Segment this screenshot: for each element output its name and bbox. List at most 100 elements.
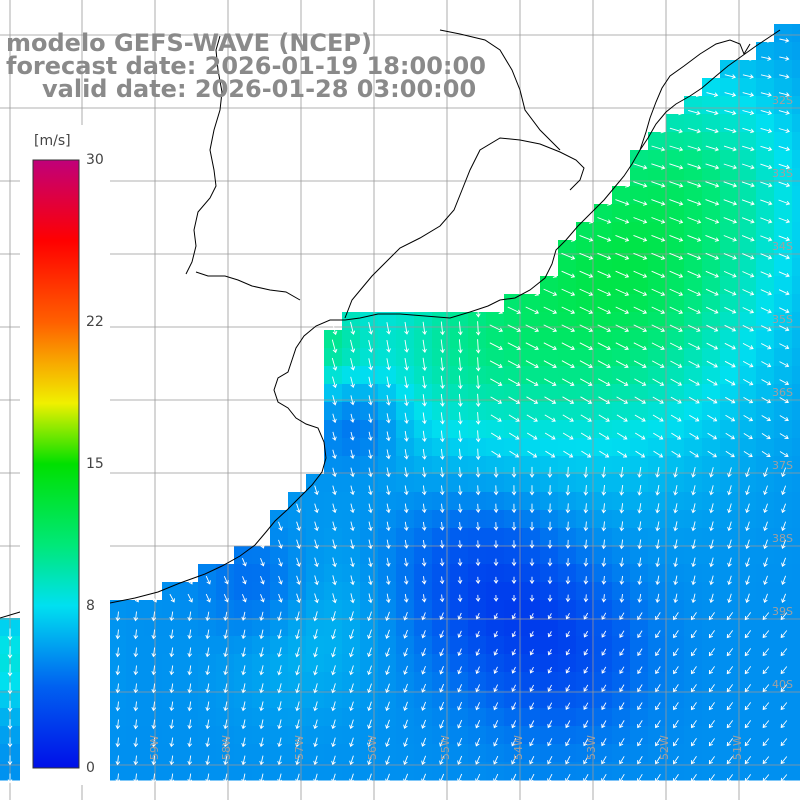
wind-cell	[576, 528, 595, 547]
wind-arrow	[368, 521, 373, 532]
wind-arrow	[511, 773, 517, 783]
wind-cell	[414, 564, 433, 583]
wind-arrow	[637, 503, 643, 514]
wind-arrow	[742, 253, 755, 260]
wind-arrow	[561, 270, 576, 278]
wind-cell	[360, 456, 379, 475]
wind-arrow	[331, 611, 336, 622]
wind-cell	[774, 168, 793, 187]
wind-cell	[324, 600, 343, 619]
wind-cell	[396, 510, 415, 529]
wind-arrow	[314, 575, 319, 586]
wind-arrow	[597, 217, 612, 224]
wind-cell	[792, 636, 800, 655]
wind-arrow	[744, 648, 752, 657]
wind-arrow	[651, 306, 666, 314]
wind-cell	[414, 618, 433, 637]
wind-cell	[774, 528, 793, 547]
wind-arrow	[651, 252, 666, 260]
wind-arrow	[457, 576, 463, 585]
wind-arrow	[601, 630, 607, 638]
wind-cell	[234, 618, 253, 637]
wind-arrow	[780, 630, 788, 639]
wind-cell	[792, 582, 800, 601]
wind-cell	[720, 114, 739, 133]
wind-arrow	[223, 647, 229, 658]
wind-arrow	[599, 450, 610, 458]
wind-cell	[756, 348, 775, 367]
wind-arrow	[778, 163, 791, 170]
wind-arrow	[780, 738, 788, 747]
wind-cell	[558, 510, 577, 529]
wind-cell	[0, 762, 19, 781]
wind-arrow	[439, 485, 445, 496]
wind-arrow	[669, 217, 684, 224]
wind-arrow	[187, 755, 193, 766]
wind-cell	[648, 474, 667, 493]
wind-arrow	[709, 521, 714, 532]
wind-arrow	[562, 396, 575, 404]
wind-arrow	[763, 521, 768, 532]
wind-cell	[684, 618, 703, 637]
wind-cell	[792, 438, 800, 457]
wind-arrow	[331, 629, 336, 640]
wind-cell	[144, 762, 163, 781]
wind-arrow	[350, 339, 356, 353]
wind-cell	[774, 348, 793, 367]
wind-cell	[612, 744, 631, 763]
wind-arrow	[490, 396, 503, 404]
wind-arrow	[507, 378, 521, 386]
wind-cell	[288, 708, 307, 727]
wind-cell	[324, 474, 343, 493]
wind-arrow	[619, 773, 625, 783]
wind-cell	[234, 582, 253, 601]
wind-arrow	[386, 376, 391, 389]
wind-arrow	[511, 466, 517, 478]
wind-arrow	[525, 306, 540, 314]
wind-arrow	[350, 449, 355, 459]
wind-arrow	[115, 683, 121, 694]
wind-arrow	[169, 611, 175, 622]
wind-cell	[126, 672, 145, 691]
wind-arrow	[762, 630, 770, 639]
wind-cell	[324, 690, 343, 709]
wind-arrow	[619, 485, 625, 496]
wind-arrow	[742, 271, 755, 278]
wind-cell	[594, 474, 613, 493]
wind-cell	[432, 474, 451, 493]
wind-cell	[720, 744, 739, 763]
wind-arrow	[583, 684, 589, 692]
valid-date: valid date: 2026-01-28 03:00:00	[42, 75, 477, 103]
wind-cell	[234, 708, 253, 727]
wind-arrow	[709, 467, 714, 478]
wind-cell	[558, 564, 577, 583]
wind-cell	[504, 384, 523, 403]
wind-arrow	[583, 521, 589, 532]
wind-cell	[774, 564, 793, 583]
wind-arrow	[760, 271, 773, 278]
wind-cell	[576, 600, 595, 619]
wind-arrow	[314, 521, 319, 532]
wind-arrow	[439, 503, 445, 514]
wind-arrow	[403, 593, 409, 603]
wind-arrow	[367, 647, 372, 658]
wind-arrow	[598, 432, 610, 440]
wind-cell	[684, 474, 703, 493]
wind-cell	[612, 546, 631, 565]
wind-arrow	[368, 593, 373, 604]
wind-cell	[0, 690, 19, 709]
wind-cell	[684, 672, 703, 691]
wind-arrow	[169, 593, 175, 603]
wind-cell	[324, 636, 343, 655]
wind-arrow	[115, 737, 121, 748]
wind-cell	[702, 690, 721, 709]
wind-cell	[648, 330, 667, 349]
wind-arrow	[633, 288, 648, 296]
wind-cell	[378, 510, 397, 529]
wind-cell	[0, 744, 19, 763]
wind-arrow	[314, 539, 319, 550]
wind-arrow	[601, 503, 607, 514]
wind-arrow	[349, 737, 354, 748]
wind-cell	[774, 672, 793, 691]
wind-arrow	[653, 450, 664, 458]
